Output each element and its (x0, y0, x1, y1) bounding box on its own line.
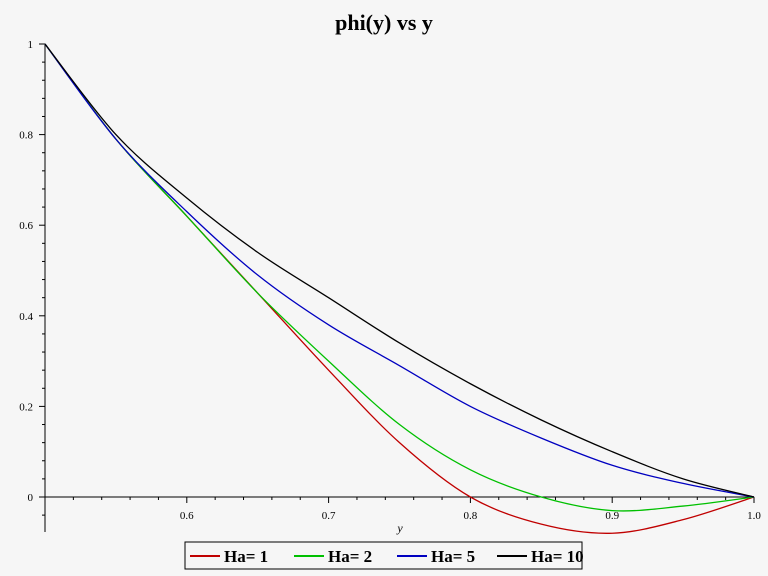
legend: Ha= 1 Ha= 2 Ha= 5 Ha= 10 (184, 541, 584, 570)
y-tick-label: 0.8 (19, 130, 33, 142)
axes: 0.6 0.7 0.8 0.9 1.0 0 0.2 0.4 0.6 0.8 1 y (19, 39, 761, 535)
x-tick-label: 1.0 (747, 510, 761, 522)
y-tick-label: 0.6 (19, 220, 33, 232)
series-line-3 (44, 43, 755, 498)
y-tick-label: 1 (28, 39, 34, 51)
legend-label: Ha= 10 (531, 547, 584, 566)
legend-label: Ha= 1 (224, 547, 268, 566)
x-tick-label: 0.9 (605, 510, 619, 522)
y-tick-label: 0.2 (19, 401, 33, 413)
x-axis-title: y (396, 521, 403, 535)
y-tick-label: 0 (28, 492, 34, 504)
y-tick-label: 0.4 (19, 311, 33, 323)
x-tick-label: 0.6 (180, 510, 194, 522)
x-tick-label: 0.8 (464, 510, 478, 522)
chart-title: phi(y) vs y (335, 10, 433, 35)
series-line-2 (44, 43, 755, 512)
series-line-1 (44, 43, 755, 534)
legend-label: Ha= 2 (328, 547, 372, 566)
series-lines (44, 43, 755, 534)
x-tick-label: 0.7 (322, 510, 336, 522)
series-line-4 (44, 43, 755, 498)
legend-label: Ha= 5 (431, 547, 475, 566)
